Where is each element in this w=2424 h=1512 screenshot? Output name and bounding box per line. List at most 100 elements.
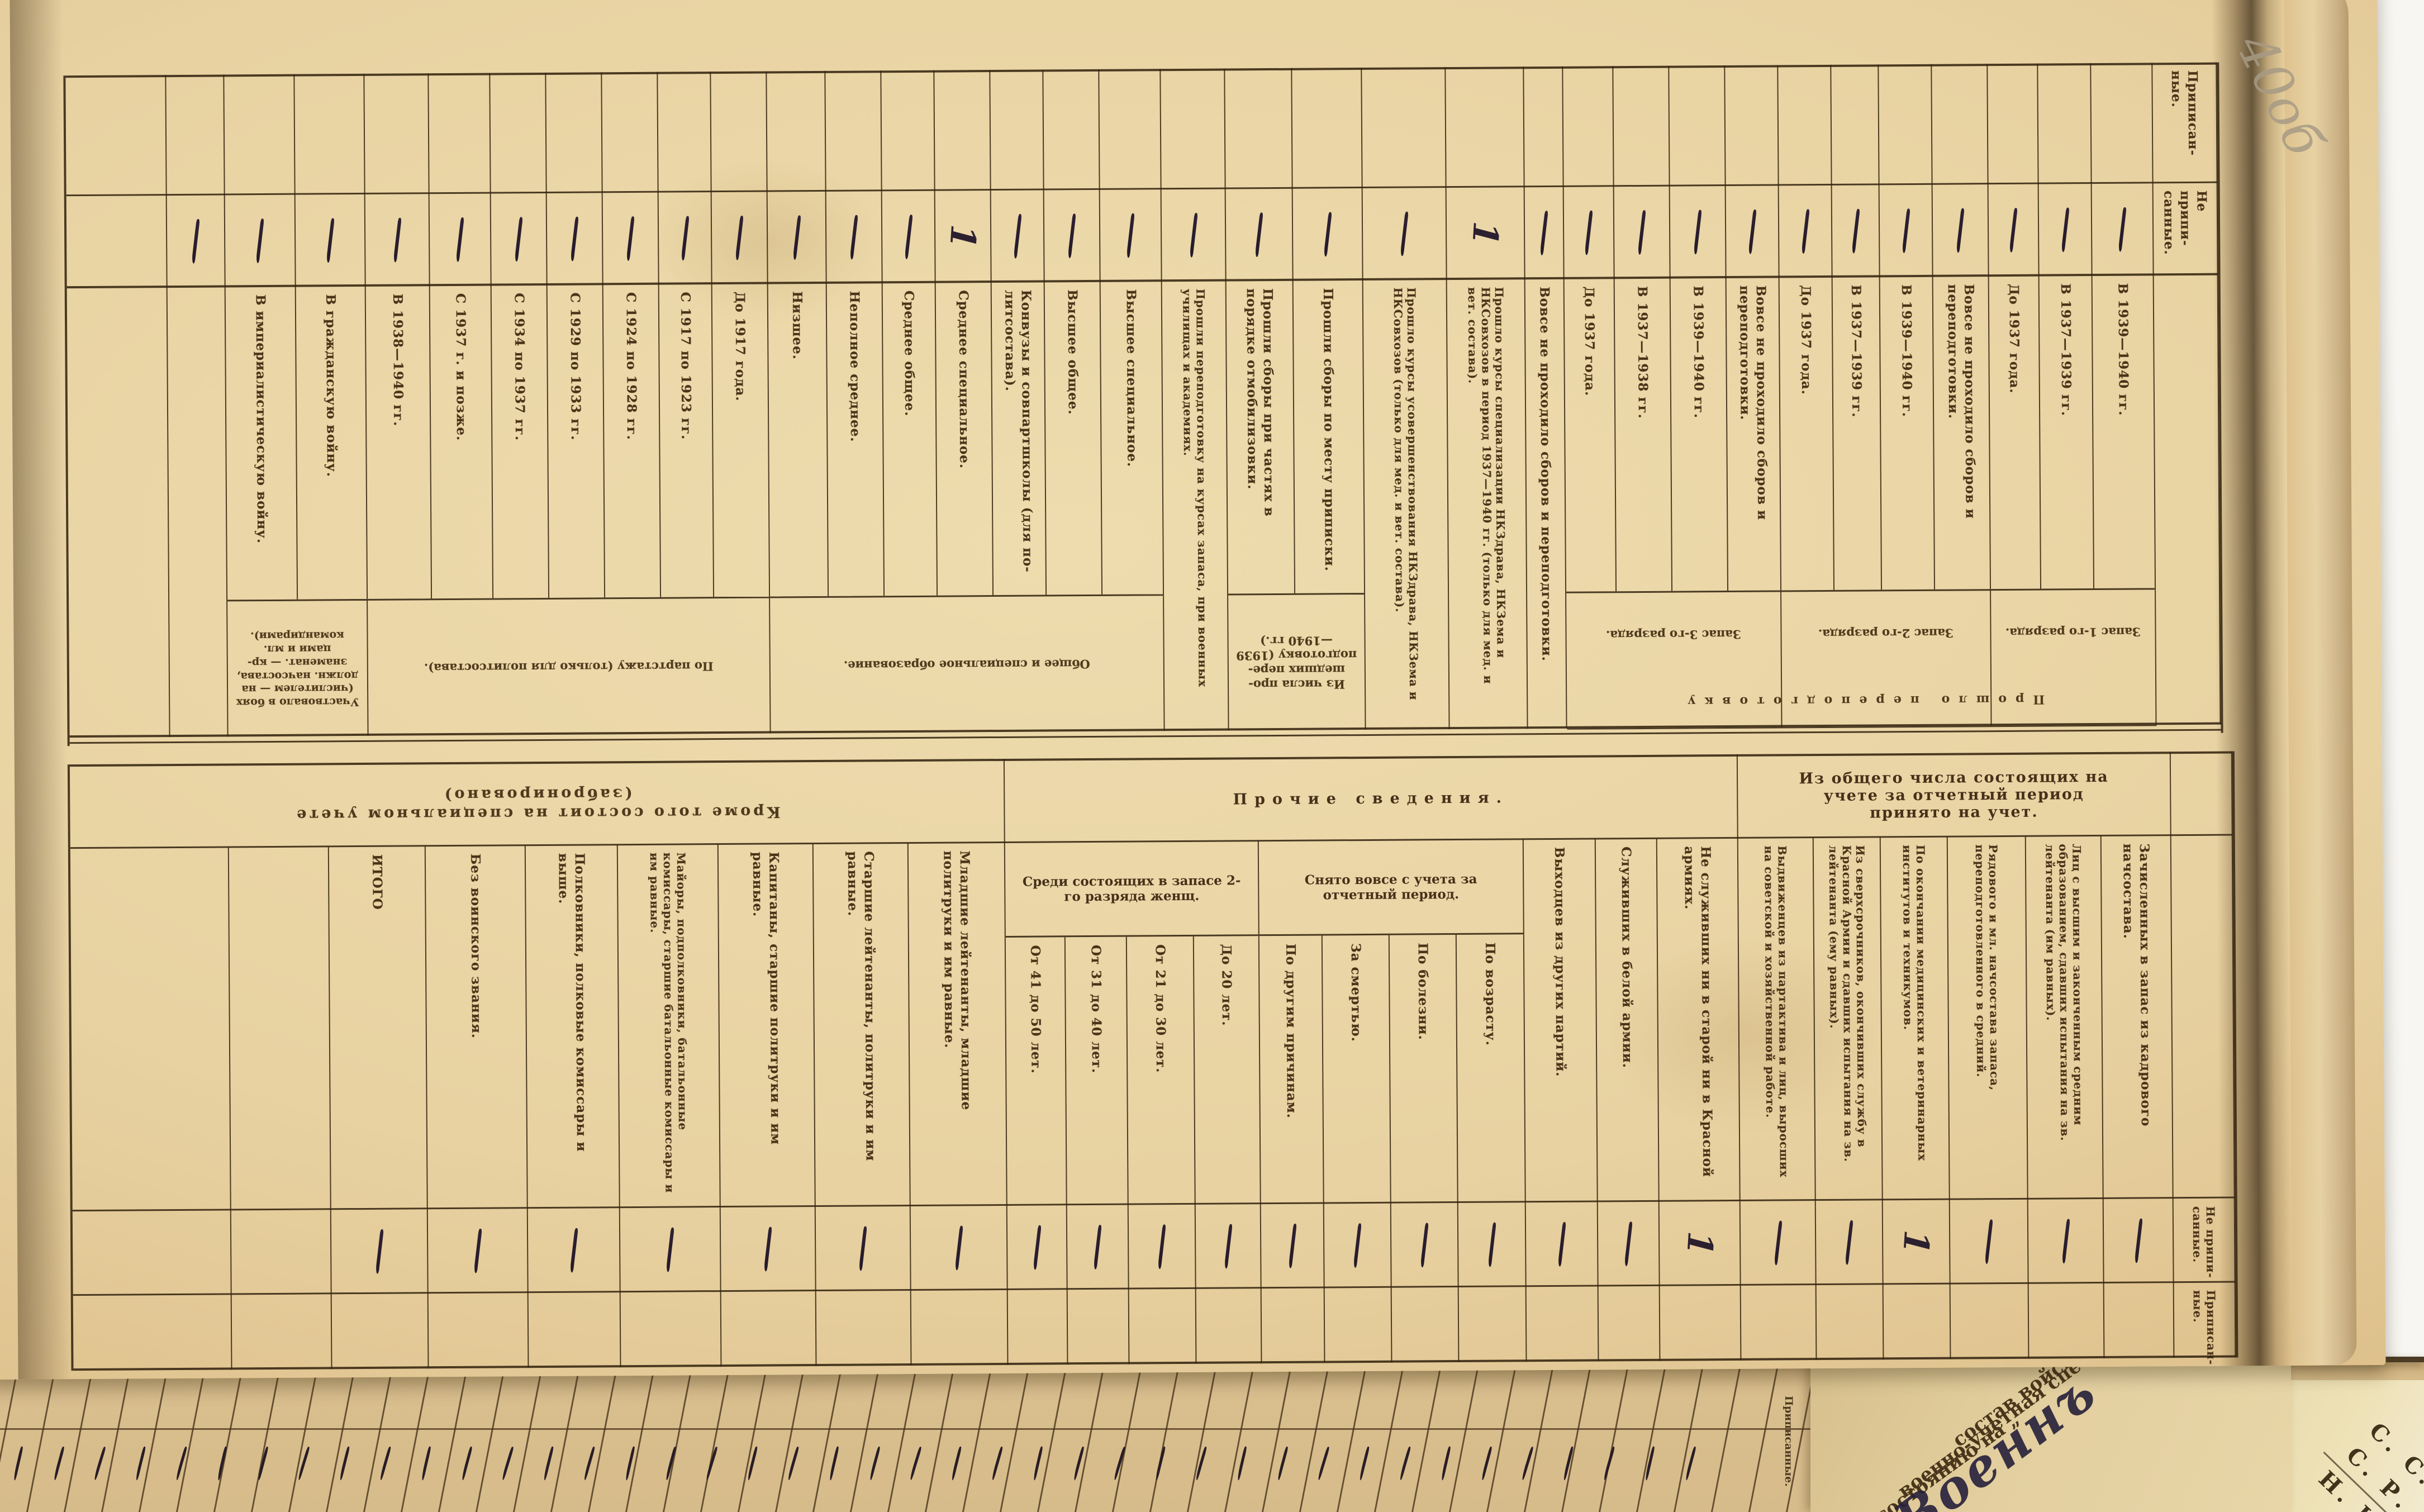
top-column-header-label: В 1939—1940 гг. — [1898, 284, 1915, 417]
bottom-column-header: От 41 до 50 лет. — [1005, 937, 1067, 1206]
top-row1-cell — [658, 72, 712, 192]
top-column-header-label: В гражданскую войну. — [322, 294, 339, 478]
handwritten-dash-mark — [681, 215, 690, 261]
top-row1-cell — [1725, 65, 1779, 186]
bottom-row2-cell — [528, 1292, 621, 1368]
top-row1-cell — [1099, 69, 1162, 189]
handwritten-title: Военнъ — [1883, 1361, 2108, 1512]
handwritten-dash-mark — [1487, 1222, 1496, 1267]
top-column-header: Прошли переподготовку на курсах запаса, … — [1162, 280, 1229, 731]
handwritten-dash-mark — [954, 1225, 963, 1271]
top-column-header: Высшее общее. — [1044, 281, 1103, 595]
top-row1-cell — [429, 73, 491, 194]
bottom-column-header: Рядового и мл. начсостава запаса, перепо… — [1947, 836, 2028, 1200]
bottom-row2-cell — [1950, 1283, 2029, 1359]
bottom-row1-cell — [2028, 1199, 2104, 1283]
bottom-row2-cell — [816, 1290, 912, 1367]
top-column-header: В гражданскую войну. — [296, 286, 368, 600]
bottom-section-cell: Прочие сведения. — [1004, 754, 1738, 843]
top-column-header-label: Высшее специальное. — [1123, 289, 1140, 468]
handwritten-dash-mark — [473, 1228, 482, 1273]
handwritten-dash-mark — [1288, 1223, 1297, 1268]
top-column-header: В 1937—1939 гг. — [2039, 275, 2095, 589]
handwritten-dash-mark — [1984, 1219, 1993, 1264]
top-row2-cell — [1614, 186, 1671, 279]
bottom-column-header-label: За смертью. — [1348, 943, 1364, 1042]
bottom-row-label-nepripisannye: Не припи­санные. — [2173, 1198, 2236, 1283]
top-group-label: Общее и специальное образование. — [843, 657, 1090, 673]
bottom-row2-cell — [1598, 1285, 1661, 1362]
bottom-row1-cell — [527, 1208, 621, 1293]
bottom-column-header: По окончании медицинских и ветери­нарных… — [1880, 836, 1950, 1201]
bottom-row1-cell — [2103, 1199, 2174, 1283]
handwritten-dash-mark — [1013, 213, 1022, 259]
handwritten-dash-mark — [191, 218, 200, 264]
top-column-header-label: В 1937—1939 гг. — [1848, 284, 1865, 418]
top-column-header-label: Вовсе не проходило сборов и переподготов… — [1945, 284, 1978, 519]
top-column-header-label: Среднее специальное. — [956, 290, 972, 469]
bottom-section-label: Из общего числа состоящих на учете за от… — [1799, 768, 2109, 821]
bottom-column-header-label: Служивших в белой армии. — [1618, 847, 1635, 1068]
bottom-column-header: Выдвиженцев из партактива и лиц, выросши… — [1738, 838, 1816, 1201]
top-column-header: С 1934 по 1937 гг. — [491, 284, 550, 598]
handwritten-dash-mark — [1093, 1224, 1102, 1270]
handwritten-dash-mark — [1901, 208, 1910, 253]
top-column-header-label: До 1917 года. — [732, 291, 748, 402]
bottom-row1-cell — [1391, 1203, 1459, 1287]
bottom-column-header: Младшие лейтенанты, младшие политруки и … — [908, 842, 1007, 1206]
bottom-group-cell: Снято вовсе с учета за отчетный пе­риод. — [1258, 839, 1524, 936]
binding-shadow — [9, 0, 72, 1380]
top-row1-cell — [711, 71, 768, 192]
bottom-column-header: Из сверхсрочников, окончивших служ­бу в … — [1813, 837, 1883, 1201]
top-row1-cell — [1292, 68, 1363, 188]
top-row2-cell — [66, 195, 168, 288]
top-row-label-empty — [2154, 274, 2221, 725]
bottom-column-header-label: По окончании медицинских и ветери­нарных… — [1900, 844, 1929, 1162]
handwritten-dash-mark — [735, 215, 744, 260]
handwritten-dash-mark — [1693, 209, 1702, 254]
handwritten-dash-mark — [1353, 1223, 1362, 1268]
top-column-header-label: Прошло курсы специализации НКЗдрава, НКЗ… — [1465, 287, 1508, 684]
handwritten-dash-mark — [1637, 210, 1646, 255]
bottom-column-header: Выходцев из других партий. — [1523, 839, 1598, 1203]
top-row1-cell — [2091, 63, 2154, 184]
bottom-column-header: Полковники, полковые комиссары и выше. — [525, 845, 620, 1209]
top-column-header-label: До 1937 года. — [1581, 286, 1598, 397]
bottom-row2-cell — [1324, 1287, 1392, 1363]
top-column-header-label: С 1924 по 1928 гг. — [623, 292, 640, 440]
top-column-header: Прошли сборы при частях в порядке отмоби… — [1226, 280, 1296, 594]
top-column-header-label: Вовсе не проходило сборов и переподготов… — [1537, 286, 1555, 662]
top-column-header-label: Среднее общее. — [901, 290, 918, 417]
top-group-cell: Общее и специальное образование. — [770, 594, 1165, 734]
top-row2-cell — [365, 193, 430, 286]
top-column-header-label: Прошли сборы при частях в порядке отмоби… — [1243, 288, 1277, 517]
handwritten-dash-mark — [2118, 207, 2127, 252]
top-row2-cell — [602, 192, 659, 285]
bottom-row2-cell — [2104, 1282, 2175, 1358]
top-column-header-label: Низшее. — [789, 291, 805, 360]
bottom-row2-cell — [1261, 1287, 1325, 1364]
bottom-column-header — [229, 847, 331, 1211]
bottom-row1-cell — [910, 1205, 1008, 1290]
bottom-row2-cell — [620, 1291, 722, 1368]
top-row1-cell — [1161, 68, 1226, 189]
bottom-group-label: Среди состо­ящих в за­пасе 2-го раз­ряда… — [1022, 872, 1241, 904]
bottom-section-label: Прочие сведения. — [1233, 788, 1509, 808]
handwritten-dash-mark — [1539, 210, 1548, 255]
handwritten-dash-mark — [1420, 1223, 1429, 1268]
top-column-header — [66, 287, 170, 738]
handwritten-dash-mark — [1801, 208, 1810, 254]
bottom-label-empty — [2171, 835, 2235, 1199]
top-row2-cell — [658, 192, 712, 284]
top-column-header: В 1937—1938 гг. — [1614, 278, 1673, 592]
bottom-row1-cell — [1128, 1204, 1196, 1289]
bottom-column-header: От 21 до 30 лет. — [1127, 936, 1196, 1205]
handwritten-1-mark: 1 — [942, 223, 985, 250]
top-row1-cell — [2038, 63, 2092, 184]
handwritten-dash-mark — [1157, 1224, 1166, 1269]
top-row1-cell — [1446, 66, 1525, 188]
bottom-row1-cell — [1324, 1203, 1392, 1288]
top-column-header-label: В 1939—1940 гг. — [1690, 286, 1707, 419]
top-row2-cell — [1832, 184, 1880, 277]
